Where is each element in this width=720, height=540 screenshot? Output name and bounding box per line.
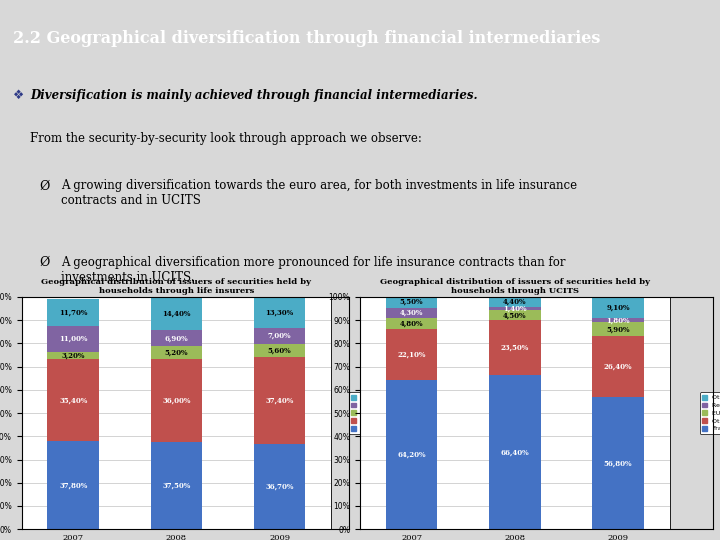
Text: Ø: Ø: [40, 179, 50, 192]
Bar: [592, 318, 644, 322]
Bar: [253, 344, 305, 357]
Text: From the security-by-security look through approach we observe:: From the security-by-security look throu…: [30, 132, 422, 145]
Text: 5,90%: 5,90%: [606, 325, 630, 333]
Bar: [489, 310, 541, 320]
Bar: [48, 359, 99, 441]
Bar: [48, 326, 99, 352]
Text: 4,30%: 4,30%: [400, 309, 423, 316]
Text: 2.2 Geographical diversification through financial intermediaries: 2.2 Geographical diversification through…: [13, 30, 600, 47]
Title: Geographical distribution of issuers of securities held by
households through li: Geographical distribution of issuers of …: [41, 278, 311, 295]
Text: 22,10%: 22,10%: [397, 350, 426, 359]
Bar: [489, 296, 541, 307]
Bar: [386, 380, 437, 529]
Text: 5,50%: 5,50%: [400, 298, 423, 305]
Text: A geographical diversification more pronounced for life insurance contracts than: A geographical diversification more pron…: [61, 255, 566, 284]
Bar: [253, 357, 305, 444]
Bar: [253, 297, 305, 328]
Text: 4,50%: 4,50%: [503, 311, 526, 319]
Text: 5,20%: 5,20%: [165, 348, 188, 356]
Text: 14,40%: 14,40%: [162, 310, 191, 318]
Text: 4,40%: 4,40%: [503, 298, 526, 306]
Text: 11,70%: 11,70%: [59, 309, 87, 316]
Text: 3,20%: 3,20%: [61, 352, 85, 360]
Text: 9,10%: 9,10%: [606, 303, 630, 312]
Text: 36,00%: 36,00%: [162, 396, 191, 404]
Bar: [386, 318, 437, 329]
Legend: Other investments, Rest of the world, EU excluded euro area, Other euro area cou: Other investments, Rest of the world, EU…: [349, 393, 446, 434]
Bar: [253, 328, 305, 344]
Bar: [592, 397, 644, 529]
Text: 37,40%: 37,40%: [266, 396, 294, 404]
Bar: [150, 347, 202, 359]
Bar: [253, 444, 305, 529]
Text: 5,60%: 5,60%: [268, 347, 292, 355]
Text: 66,40%: 66,40%: [500, 448, 529, 456]
Text: 56,80%: 56,80%: [604, 459, 632, 467]
Text: Diversification is mainly achieved through financial intermediaries.: Diversification is mainly achieved throu…: [30, 89, 478, 102]
Text: 26,40%: 26,40%: [604, 363, 632, 370]
Bar: [386, 308, 437, 318]
Bar: [489, 307, 541, 310]
Bar: [150, 359, 202, 442]
Bar: [592, 297, 644, 318]
Text: 37,80%: 37,80%: [59, 481, 87, 489]
Text: 11,00%: 11,00%: [59, 335, 87, 343]
Text: 6,90%: 6,90%: [165, 334, 188, 342]
Text: 1,80%: 1,80%: [606, 316, 630, 324]
Bar: [592, 336, 644, 397]
Text: 1,40%: 1,40%: [503, 305, 526, 312]
Bar: [150, 330, 202, 347]
Bar: [386, 329, 437, 380]
Text: 7,00%: 7,00%: [268, 332, 292, 340]
Text: Ø: Ø: [40, 255, 50, 268]
Bar: [489, 375, 541, 529]
Text: ❖: ❖: [13, 89, 24, 102]
Bar: [48, 441, 99, 529]
Text: 37,50%: 37,50%: [162, 482, 191, 490]
Text: 13,30%: 13,30%: [266, 308, 294, 316]
Bar: [386, 295, 437, 308]
Bar: [48, 352, 99, 359]
Bar: [150, 442, 202, 529]
Text: 4,80%: 4,80%: [400, 319, 423, 327]
Legend: Other investments, Rest of the world, EU excluded euro area, Other euro area cou: Other investments, Rest of the world, EU…: [700, 393, 720, 434]
Bar: [150, 297, 202, 330]
Bar: [592, 322, 644, 336]
Bar: [48, 299, 99, 326]
Text: 64,20%: 64,20%: [397, 451, 426, 458]
Bar: [489, 320, 541, 375]
Text: 36,70%: 36,70%: [266, 483, 294, 491]
Title: Geographical distribution of issuers of securities held by
households through UC: Geographical distribution of issuers of …: [380, 278, 649, 295]
Text: 35,40%: 35,40%: [59, 396, 87, 404]
Text: 23,50%: 23,50%: [500, 344, 529, 352]
Text: A growing diversification towards the euro area, for both investments in life in: A growing diversification towards the eu…: [61, 179, 577, 207]
